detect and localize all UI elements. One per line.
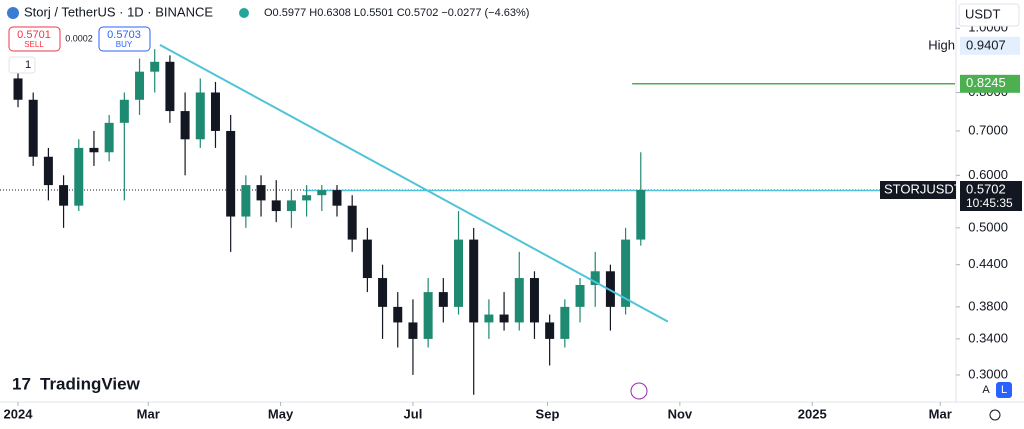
candle-body bbox=[271, 200, 281, 212]
y-tick-label: 0.3400 bbox=[968, 330, 1008, 345]
candle-body bbox=[13, 78, 23, 100]
x-tick-label: 2024 bbox=[4, 406, 34, 421]
candle-body bbox=[317, 190, 327, 196]
countdown: 10:45:35 bbox=[966, 196, 1013, 210]
candle-body bbox=[286, 200, 296, 212]
candle-body bbox=[499, 314, 509, 323]
high-tag bbox=[960, 36, 1020, 55]
candle-body bbox=[408, 322, 418, 339]
current-price-label: 0.5702 bbox=[966, 181, 1006, 196]
buy-button[interactable] bbox=[98, 26, 151, 52]
candle-body bbox=[104, 122, 114, 153]
candle-body bbox=[28, 99, 38, 157]
indicator-count: 1 bbox=[25, 59, 31, 71]
candle-body bbox=[545, 322, 555, 339]
y-tick-label: 0.4400 bbox=[968, 256, 1008, 271]
sell-label: SELL bbox=[24, 40, 44, 49]
sell-price: 0.5701 bbox=[17, 29, 51, 41]
log-scale-button[interactable] bbox=[996, 382, 1012, 398]
x-tick-label: May bbox=[268, 406, 294, 421]
spread: 0.0002 bbox=[65, 33, 93, 43]
buy-label: BUY bbox=[116, 40, 133, 49]
candle-body bbox=[605, 271, 615, 307]
candle-body bbox=[74, 147, 84, 206]
candle-body bbox=[514, 278, 524, 323]
ohlc: O0.5977 H0.6308 L0.5501 C0.5702 −0.0277 … bbox=[264, 7, 529, 19]
candle-body bbox=[454, 239, 464, 307]
log-scale: L bbox=[1001, 384, 1007, 396]
candle-body bbox=[59, 185, 69, 206]
candle-body bbox=[378, 278, 388, 307]
events-icon[interactable] bbox=[630, 382, 648, 400]
candle-body bbox=[575, 284, 585, 307]
symbol-label: STORJUSDT bbox=[884, 181, 962, 196]
x-tick-label: Jul bbox=[404, 406, 423, 421]
current-price-tag bbox=[960, 181, 1022, 212]
candle-body bbox=[560, 306, 570, 339]
x-tick-label: Mar bbox=[137, 406, 160, 421]
logo-mark: 17 bbox=[12, 374, 31, 393]
candle-body bbox=[332, 190, 342, 206]
symbol-tag bbox=[880, 181, 956, 200]
candle-body bbox=[119, 99, 129, 123]
candle-body bbox=[256, 185, 266, 201]
y-tick-label: 0.3000 bbox=[968, 366, 1008, 381]
candle-body bbox=[621, 239, 631, 307]
candle-body bbox=[150, 61, 160, 72]
auto-scale[interactable]: A bbox=[982, 384, 990, 396]
high-label: High bbox=[928, 37, 955, 52]
candle-body bbox=[241, 185, 251, 217]
sell-button[interactable] bbox=[8, 26, 61, 52]
price-line-label: 0.8245 bbox=[966, 75, 1006, 90]
x-tick-label: Nov bbox=[668, 406, 693, 421]
candle-body bbox=[590, 271, 600, 285]
y-tick-label: 0.6000 bbox=[968, 167, 1008, 182]
settings-icon[interactable] bbox=[989, 409, 1001, 421]
x-tick-label: Sep bbox=[536, 406, 560, 421]
indicator-toggle[interactable] bbox=[8, 56, 36, 74]
candle-body bbox=[347, 205, 357, 240]
candle-body bbox=[226, 130, 236, 217]
candle-body bbox=[165, 61, 175, 112]
candle-body bbox=[180, 111, 190, 140]
candle-body bbox=[469, 239, 479, 323]
candle-body bbox=[210, 92, 220, 131]
x-tick-label: Mar bbox=[929, 406, 952, 421]
y-tick-label: 0.5000 bbox=[968, 219, 1008, 234]
currency: USDT bbox=[965, 6, 1000, 21]
price-line-tag bbox=[960, 74, 1020, 93]
x-tick-label: 2025 bbox=[798, 406, 827, 421]
candle-body bbox=[195, 92, 205, 140]
candle-body bbox=[135, 71, 145, 100]
trendline bbox=[159, 43, 669, 323]
currency-select[interactable] bbox=[958, 3, 1020, 27]
candle-body bbox=[529, 278, 539, 323]
symbol-icon bbox=[7, 7, 19, 19]
high-value: 0.9407 bbox=[966, 37, 1006, 52]
candle-body bbox=[484, 314, 494, 323]
candle-body bbox=[423, 292, 433, 339]
candle-body bbox=[89, 147, 99, 153]
market-status bbox=[239, 8, 249, 18]
candle-body bbox=[438, 292, 448, 307]
candle-body bbox=[636, 190, 646, 240]
logo: TradingView bbox=[40, 374, 141, 393]
y-tick-label: 0.3800 bbox=[968, 298, 1008, 313]
candle-body bbox=[43, 156, 53, 186]
candle-body bbox=[302, 195, 312, 201]
candle-body bbox=[393, 306, 403, 323]
symbol-title[interactable]: Storj / TetherUS · 1D · BINANCE bbox=[24, 4, 213, 19]
candle-body bbox=[362, 239, 372, 279]
y-tick-label: 0.7000 bbox=[968, 122, 1008, 137]
buy-price: 0.5703 bbox=[107, 29, 141, 41]
